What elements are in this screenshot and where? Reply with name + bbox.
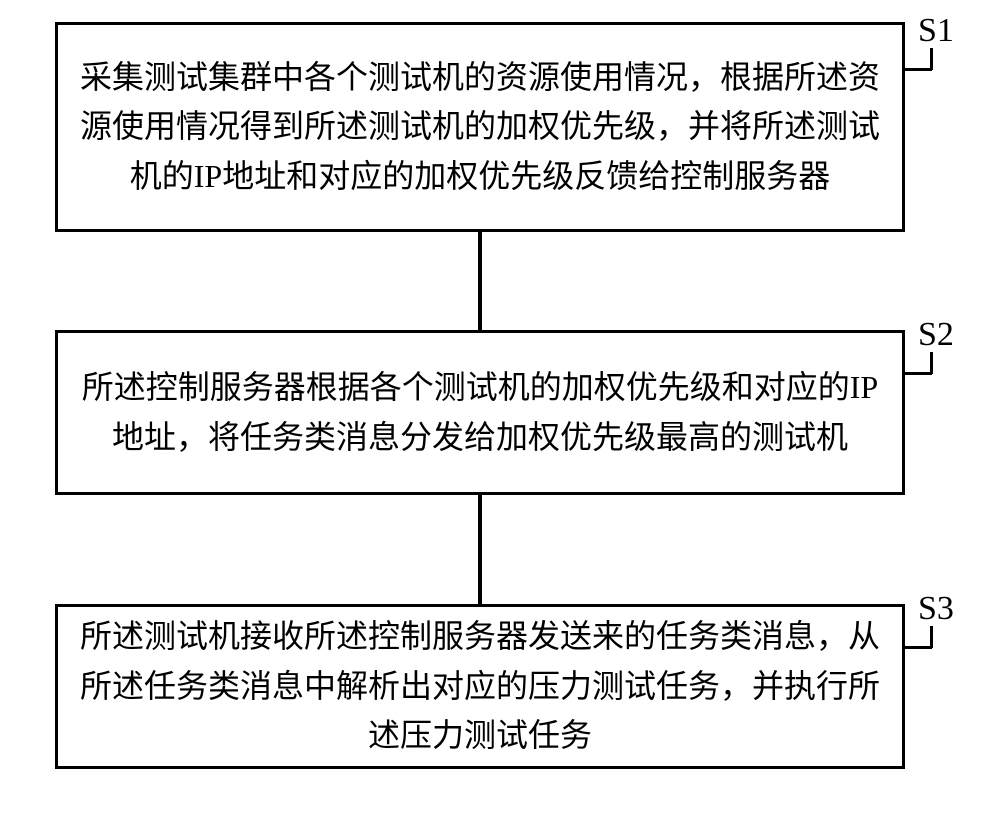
s3-lead-horizontal bbox=[905, 646, 932, 649]
flow-step-s1-label: S1 bbox=[918, 12, 954, 50]
connector-s1-s2 bbox=[478, 232, 482, 330]
s1-lead-vertical bbox=[930, 48, 933, 70]
flow-step-s2-label: S2 bbox=[918, 316, 954, 354]
flow-step-s3-label: S3 bbox=[918, 590, 954, 628]
s3-lead-vertical bbox=[930, 626, 933, 648]
flow-step-s3: 所述测试机接收所述控制服务器发送来的任务类消息，从所述任务类消息中解析出对应的压… bbox=[55, 604, 905, 769]
s2-lead-horizontal bbox=[905, 372, 932, 375]
flow-step-s1: 采集测试集群中各个测试机的资源使用情况，根据所述资源使用情况得到所述测试机的加权… bbox=[55, 22, 905, 232]
flowchart-canvas: 采集测试集群中各个测试机的资源使用情况，根据所述资源使用情况得到所述测试机的加权… bbox=[0, 0, 1000, 826]
flow-step-s2: 所述控制服务器根据各个测试机的加权优先级和对应的IP地址，将任务类消息分发给加权… bbox=[55, 330, 905, 495]
flow-step-s2-text: 所述控制服务器根据各个测试机的加权优先级和对应的IP地址，将任务类消息分发给加权… bbox=[78, 363, 882, 462]
connector-s2-s3 bbox=[478, 495, 482, 604]
flow-step-s3-text: 所述测试机接收所述控制服务器发送来的任务类消息，从所述任务类消息中解析出对应的压… bbox=[78, 612, 882, 761]
s2-lead-vertical bbox=[930, 352, 933, 374]
s1-lead-horizontal bbox=[905, 68, 932, 71]
flow-step-s1-text: 采集测试集群中各个测试机的资源使用情况，根据所述资源使用情况得到所述测试机的加权… bbox=[78, 53, 882, 202]
